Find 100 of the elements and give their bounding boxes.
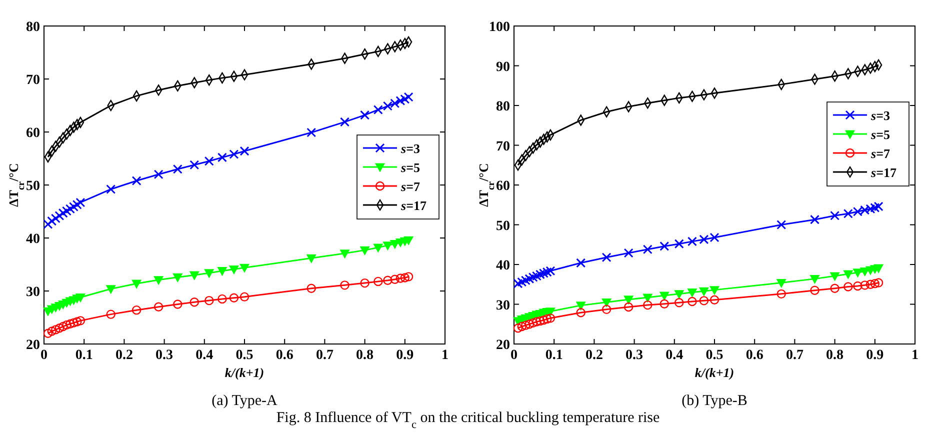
legend-label: s=7 bbox=[400, 179, 420, 194]
point bbox=[54, 324, 64, 333]
point bbox=[240, 292, 250, 302]
point bbox=[643, 300, 652, 310]
point bbox=[853, 281, 862, 291]
point bbox=[546, 314, 556, 323]
x-tick-label: 0.2 bbox=[115, 348, 133, 363]
point bbox=[132, 280, 142, 288]
point bbox=[576, 302, 586, 310]
point bbox=[360, 278, 370, 288]
point bbox=[776, 278, 786, 288]
point bbox=[383, 242, 392, 250]
point bbox=[860, 280, 870, 290]
point bbox=[542, 314, 552, 324]
text: (b) Type-B bbox=[682, 393, 748, 409]
x-tick-label: 0.4 bbox=[666, 348, 684, 363]
x-tick-label: 0 bbox=[510, 348, 518, 363]
point bbox=[660, 299, 669, 308]
x-tick-label: 0.3 bbox=[156, 348, 174, 363]
point bbox=[374, 276, 383, 286]
point bbox=[229, 150, 239, 160]
point bbox=[229, 265, 239, 274]
point bbox=[204, 269, 214, 278]
point bbox=[132, 176, 142, 186]
point bbox=[687, 236, 697, 246]
point bbox=[528, 318, 538, 328]
y-tick-label: 40 bbox=[496, 258, 510, 274]
x-tick-label: 0.8 bbox=[356, 348, 374, 363]
point bbox=[699, 287, 709, 296]
point bbox=[62, 206, 72, 216]
point bbox=[536, 316, 545, 326]
point bbox=[154, 276, 164, 284]
point bbox=[844, 270, 853, 279]
point bbox=[699, 296, 709, 306]
point bbox=[72, 317, 82, 326]
y-tick-label: 40 bbox=[26, 232, 40, 247]
point bbox=[576, 258, 586, 268]
x-tick-label: 0.9 bbox=[866, 348, 884, 363]
y-tick-label: 90 bbox=[496, 60, 510, 75]
legend-label: s=5 bbox=[870, 127, 890, 142]
x-tick-label: 0.6 bbox=[276, 348, 294, 363]
caption: Fig. 8 Influence of VT$_{c}$ on the critical buckling temperature rise bbox=[276, 410, 660, 431]
point bbox=[830, 272, 840, 281]
point bbox=[688, 296, 697, 306]
point bbox=[810, 275, 820, 284]
point bbox=[674, 298, 684, 308]
point bbox=[396, 274, 406, 283]
x-tick-label: 0.4 bbox=[196, 348, 214, 363]
point bbox=[870, 278, 880, 288]
point bbox=[674, 290, 684, 299]
point bbox=[58, 208, 68, 218]
point bbox=[643, 294, 652, 302]
point bbox=[106, 310, 116, 319]
legend-label: s=3 bbox=[400, 141, 420, 156]
point bbox=[360, 110, 370, 120]
x-axis-title: k/(k+1) bbox=[224, 365, 264, 380]
point bbox=[218, 267, 227, 276]
point bbox=[204, 296, 214, 306]
point bbox=[154, 302, 164, 312]
y-tick-label: 80 bbox=[26, 20, 40, 35]
point bbox=[229, 293, 239, 302]
point bbox=[776, 289, 786, 299]
point bbox=[306, 128, 316, 138]
x-tick-label: 1 bbox=[912, 348, 918, 363]
point bbox=[47, 326, 56, 336]
y-tick-label: 70 bbox=[26, 73, 40, 88]
point bbox=[539, 316, 548, 325]
point bbox=[400, 273, 410, 282]
point bbox=[190, 271, 199, 280]
point bbox=[240, 264, 250, 272]
point bbox=[69, 318, 78, 328]
point bbox=[190, 160, 200, 170]
x-tick-label: 0.5 bbox=[706, 348, 724, 363]
point bbox=[524, 320, 534, 329]
point bbox=[674, 239, 684, 249]
point bbox=[404, 236, 414, 245]
y-tick-label: 50 bbox=[496, 218, 510, 234]
point bbox=[65, 204, 75, 214]
point bbox=[76, 294, 86, 302]
point bbox=[710, 295, 720, 304]
point bbox=[173, 300, 182, 309]
point bbox=[404, 92, 414, 102]
point bbox=[521, 320, 530, 330]
point bbox=[517, 322, 526, 332]
point bbox=[62, 320, 72, 330]
x-tick-label: 0 bbox=[40, 348, 48, 363]
point bbox=[373, 104, 383, 114]
point bbox=[58, 322, 68, 332]
point bbox=[47, 216, 57, 226]
point bbox=[830, 284, 840, 293]
point bbox=[132, 305, 142, 315]
point bbox=[43, 328, 53, 338]
point bbox=[576, 308, 586, 318]
point bbox=[106, 184, 116, 194]
point bbox=[844, 282, 853, 292]
point bbox=[688, 288, 697, 297]
x-tick-label: 0.9 bbox=[396, 348, 414, 363]
point bbox=[72, 200, 82, 210]
x-tick-label: 0.3 bbox=[626, 348, 644, 363]
point bbox=[602, 304, 612, 314]
